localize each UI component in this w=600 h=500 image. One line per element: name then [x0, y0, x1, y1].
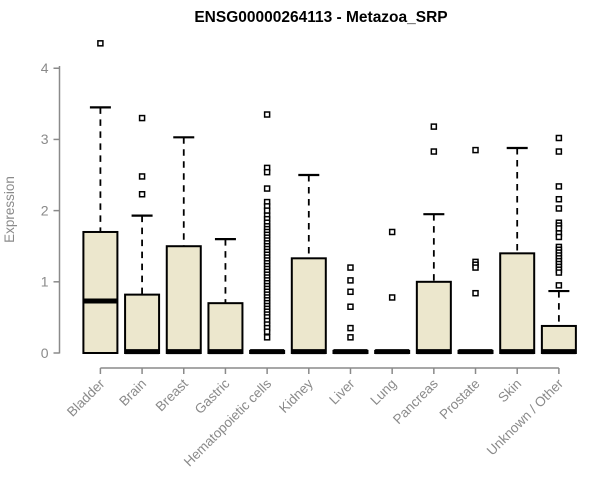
outlier-point: [347, 288, 354, 296]
chart-title: ENSG00000264113 - Metazoa_SRP: [194, 9, 447, 26]
outlier-point: [97, 40, 104, 47]
x-category-label: Pancreas: [390, 376, 441, 427]
box-iqr: [415, 280, 452, 354]
outlier-point: [138, 190, 146, 198]
y-tick-label: 2: [41, 202, 49, 218]
outlier-point: [555, 183, 563, 190]
outlier-point: [138, 114, 146, 122]
outlier-point: [472, 264, 479, 271]
boxplot-gastric: [207, 237, 244, 355]
box-iqr: [207, 302, 244, 354]
box-iqr: [124, 293, 161, 355]
outlier-point: [263, 168, 271, 176]
outlier-point: [472, 146, 479, 154]
boxplot-skin: [499, 146, 536, 355]
outlier-point: [138, 173, 146, 180]
boxplot-breast: [165, 136, 202, 355]
outlier-point: [263, 111, 271, 118]
outlier-point: [430, 123, 438, 130]
boxplot-pancreas: [415, 123, 452, 355]
outlier-point: [347, 264, 354, 271]
outlier-point: [347, 303, 354, 310]
boxplot-unknown-other: [540, 134, 577, 355]
y-tick-label: 1: [41, 274, 49, 290]
outlier-point: [555, 269, 563, 276]
x-category-label: Gastric: [192, 376, 233, 417]
outlier-point: [555, 195, 563, 203]
boxplot-liver: [332, 264, 369, 355]
outlier-point: [555, 282, 563, 289]
box-iqr: [540, 324, 577, 355]
y-axis-title: Expression: [2, 176, 17, 243]
boxplot-prostate: [457, 146, 494, 355]
box-iqr: [165, 245, 202, 354]
x-category-label: Bladder: [64, 376, 108, 420]
y-tick-label: 0: [41, 345, 49, 361]
outlier-point: [347, 334, 354, 341]
outlier-point: [555, 148, 563, 155]
x-category-label: Prostate: [436, 376, 482, 422]
outlier-point: [555, 233, 563, 241]
boxplot-lung: [374, 228, 411, 355]
outlier-point: [347, 277, 354, 284]
outlier-point: [388, 294, 396, 301]
x-category-label: Kidney: [276, 376, 316, 416]
outlier-point: [555, 134, 563, 142]
x-category-label: Lung: [367, 376, 399, 408]
outlier-point: [472, 289, 479, 297]
outlier-point: [263, 185, 271, 192]
outlier-point: [347, 324, 354, 332]
boxplot-bladder: [82, 40, 119, 355]
outlier-point: [263, 328, 271, 335]
x-category-label: Skin: [495, 376, 524, 405]
boxplot-kidney: [290, 173, 327, 355]
outlier-point: [388, 228, 396, 236]
x-category-label: Unknown / Other: [484, 376, 567, 459]
box-iqr: [499, 252, 536, 354]
x-category-label: Liver: [326, 376, 358, 408]
outlier-point: [263, 334, 271, 341]
x-category-label: Breast: [153, 376, 191, 414]
box-iqr: [290, 257, 327, 354]
boxplot-brain: [124, 114, 161, 355]
x-category-label: Brain: [116, 376, 149, 409]
boxplots-layer: [82, 40, 577, 355]
boxplot-hematopoietic-cells: [249, 111, 286, 355]
y-tick-label: 4: [41, 60, 49, 76]
y-tick-label: 3: [41, 131, 49, 147]
outlier-point: [555, 205, 563, 212]
box-iqr: [82, 230, 119, 355]
outlier-point: [430, 148, 438, 155]
